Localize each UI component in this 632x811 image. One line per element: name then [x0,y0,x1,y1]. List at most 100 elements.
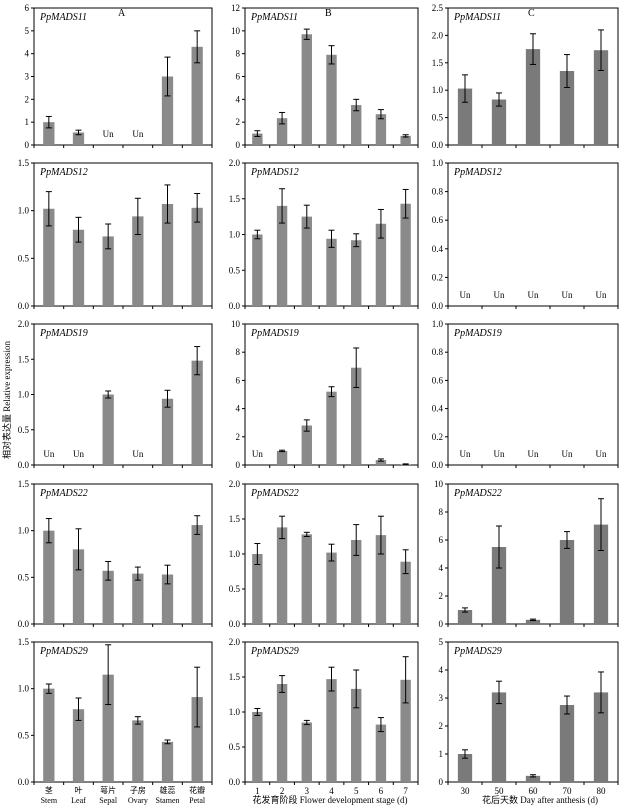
un-label: Un [494,290,505,300]
bar [351,688,362,782]
bar [43,530,55,624]
x-tick-label: 子房 [130,785,146,795]
bar [525,619,541,624]
un-label: Un [596,290,607,300]
un-label: Un [528,449,539,459]
y-tick-label: 0.0 [18,777,30,787]
y-tick-label: 2.0 [229,158,241,168]
x-tick-label: 2 [280,786,285,796]
panel-label-a: A [118,8,126,19]
y-tick-label: 0.0 [229,619,241,629]
bar [525,49,541,145]
y-tick-label: 0 [25,140,30,150]
chart-title: PpMADS29 [39,646,88,657]
chart-ppmads22-0: 0.0 0.5 1.0 1.5 PpMADS22 [18,479,213,629]
y-tick-label: 1.5 [229,514,241,524]
y-tick-label: 0.0 [432,301,444,311]
y-tick-label: 0.6 [432,215,444,225]
x-title-days: 花后天数 Day after anthesis (d) [482,794,598,805]
plot-frame [33,162,213,307]
bar [161,203,174,306]
bar [276,527,288,624]
y-tick-label: 5 [25,26,30,36]
y-tick-label: 0.0 [229,777,241,787]
x-tick-label: 萼片 [100,785,116,795]
bar [525,775,541,782]
y-tick-label: 6 [236,72,241,82]
bar [191,207,203,306]
bar [351,105,362,145]
chart-ppmads11-2: 0.0 0.5 1.0 1.5 2.0 2.5 PpMADS11 [432,3,619,150]
y-tick-label: 0.5 [229,742,241,752]
bar [491,692,507,782]
y-tick-label: 1.5 [432,58,444,68]
bar [161,398,174,465]
bar [43,208,55,306]
y-tick-label: 0.5 [18,572,30,582]
bar [301,722,312,782]
y-tick-label: 1.5 [229,672,241,682]
x-tick-label: 茎 [45,785,53,795]
y-tick-label: 1.0 [18,206,30,216]
bar [191,525,203,624]
panel-label-b: B [325,8,332,19]
plot-frame [33,7,213,146]
chart-ppmads19-0: 0.0 0.5 1.0 1.5 2.0 PpMADS19 Un Un Un [18,319,213,470]
bar [400,135,411,145]
bar [593,692,609,782]
chart-title: PpMADS29 [453,646,502,657]
x-title-stage: 花发育阶段 Flower development stage (d) [253,794,408,805]
y-tick-label: 1.0 [432,158,444,168]
x-tick-label-en: Sepal [99,796,118,805]
y-tick-label: 1.0 [229,230,241,240]
bar [457,610,473,624]
un-label: Un [43,449,54,459]
chart-title: PpMADS12 [39,167,88,178]
bar [400,679,411,782]
y-tick-label: 3 [25,72,30,82]
y-tick-label: 0.0 [432,460,444,470]
y-tick-label: 2 [439,591,444,601]
bar [43,688,55,782]
chart-title: PpMADS12 [453,167,502,178]
y-tick-label: 2 [25,94,30,104]
bar [276,684,288,782]
chart-title: PpMADS11 [453,12,501,23]
y-tick-label: 4 [439,665,444,675]
chart-ppmads19-2: 0.0 0.2 0.4 0.6 0.8 1.0 PpMADS19 Un Un Un Un Un [432,319,619,470]
bar [301,534,312,624]
y-tick-label: 6 [25,3,30,13]
un-label: Un [528,290,539,300]
bar [351,367,362,465]
y-tick-label: 4 [25,49,30,59]
bar [375,114,387,145]
x-tick-label: 1 [255,786,260,796]
bar [326,238,337,306]
y-tick-label: 1 [439,749,444,759]
chart-title: PpMADS22 [453,488,502,499]
x-tick-label: 30 [461,786,471,796]
y-tick-label: 2 [236,117,241,127]
y-tick-label: 0 [236,140,241,150]
y-tick-label: 0.5 [18,425,30,435]
x-tick-label-en: Leaf [71,796,86,805]
bar [559,705,575,782]
y-tick-label: 4 [439,563,444,573]
y-tick-label: 6 [236,375,241,385]
x-tick-label: 花瓣 [189,785,205,795]
bar [351,540,362,624]
bar [102,394,114,465]
bar [491,99,507,145]
bar [375,460,387,465]
y-tick-label: 1.5 [18,479,30,489]
bar [191,360,203,465]
y-tick-label: 1.0 [18,684,30,694]
chart-ppmads22-1: 0.0 0.5 1.0 1.5 2.0 PpMADS22 [229,479,419,629]
y-tick-label: 2 [439,721,444,731]
y-tick-label: 1.5 [18,354,30,364]
y-tick-label: 0 [439,777,444,787]
y-tick-label: 2.0 [18,319,30,329]
un-label: Un [73,449,84,459]
y-tick-label: 0 [236,460,241,470]
chart-ppmads12-2: 0.0 0.2 0.4 0.6 0.8 1.0 PpMADS12 Un Un Un Un Un [432,158,619,311]
